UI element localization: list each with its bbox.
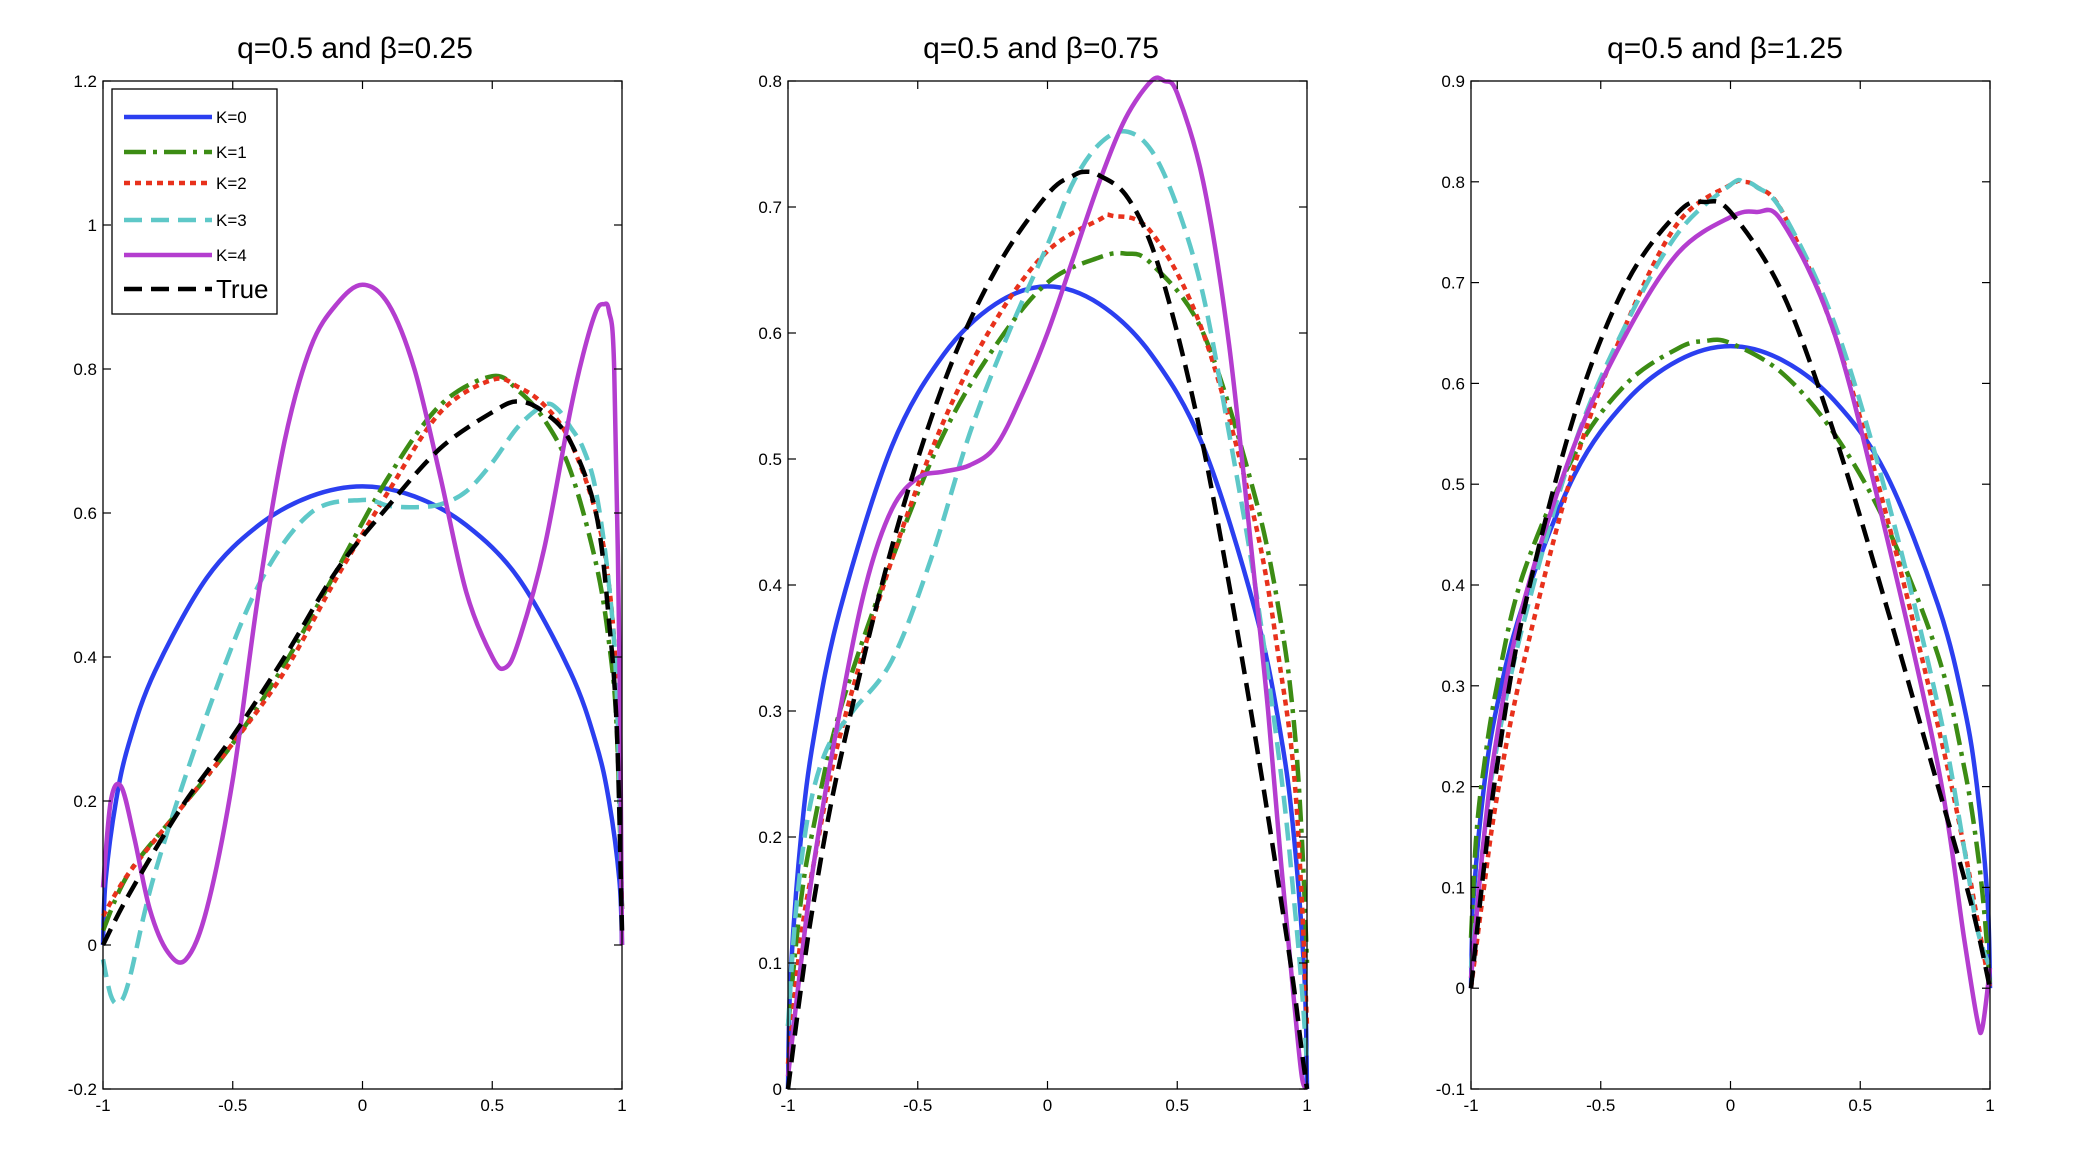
subplot-1-series [100,282,625,1006]
subplot-1-ytick-label: 0.6 [73,504,97,523]
subplot-1-xticks: -1 -0.5 0 0.5 1 [95,81,627,1115]
subplot-3-series [1468,177,1993,1036]
subplot-2-ytick-label: 0.8 [758,72,782,91]
subplot-3-ytick-label: 0.3 [1441,677,1465,696]
subplot-2-ytick-label: 0.6 [758,324,782,343]
subplot-2-xtick-label: 0 [1043,1096,1052,1115]
subplot-2-series [785,75,1310,1091]
subplot-3-xtick-label: 0 [1726,1096,1735,1115]
subplot-3-title: q=0.5 and β=1.25 [1607,32,1843,65]
subplot-3-series-true [1468,198,1993,989]
subplot-3-ytick-label: 0.2 [1441,778,1465,797]
subplot-3-series-k-4 [1468,207,1993,1036]
subplot-2-ytick-label: 0.5 [758,450,782,469]
subplot-3-ytick-label: 0.9 [1441,72,1465,91]
subplot-1-series-k-0 [100,484,625,946]
subplot-3-xtick-label: -0.5 [1586,1096,1615,1115]
legend-label-k0: K=0 [216,108,247,127]
subplot-1-title: q=0.5 and β=0.25 [237,32,473,65]
legend-label-k4: K=4 [216,246,247,265]
subplot-2-title: q=0.5 and β=0.75 [923,32,1159,65]
subplot-1-ytick-label: 0 [88,936,97,955]
subplot-2-ytick-label: 0.4 [758,576,782,595]
subplot-2-ytick-label: 0.7 [758,198,782,217]
subplot-1: q=0.5 and β=0.25 -1 -0.5 0 0.5 1 -0.2 0 0.2 0.4… [68,32,627,1115]
subplot-2-xtick-label: -1 [780,1096,795,1115]
subplot-1-ytick-label: -0.2 [68,1080,97,1099]
legend-label-k1: K=1 [216,143,247,162]
subplot-1-xtick-label: 0 [358,1096,367,1115]
subplot-2-xtick-label: -0.5 [903,1096,932,1115]
legend: K=0 K=1 K=2 K=3 K=4 True [111,88,278,315]
subplot-1-ytick-label: 0.2 [73,792,97,811]
subplot-3: q=0.5 and β=1.25 -1 -0.5 0 0.5 1 -0.1 0 0.1 0.2… [1436,32,1995,1115]
subplot-3-series-k-1 [1468,337,1993,989]
subplot-3-series-k-3 [1468,177,1993,969]
subplot-2-series-true [785,169,1310,1090]
subplot-2-ytick-label: 0.2 [758,828,782,847]
subplot-2-series-k-0 [785,284,1310,1090]
subplot-3-ytick-label: 0.5 [1441,475,1465,494]
subplot-3-ytick-label: 0.4 [1441,576,1465,595]
subplot-3-xtick-label: -1 [1463,1096,1478,1115]
subplot-1-ytick-label: 0.8 [73,360,97,379]
subplot-3-ytick-label: 0.6 [1441,374,1465,393]
subplot-1-xtick-label: 1 [617,1096,626,1115]
subplot-1-xtick-label: -1 [95,1096,110,1115]
subplot-2-series-k-4 [785,75,1310,1091]
subplot-2: q=0.5 and β=0.75 -1 -0.5 0 0.5 1 00.10.20.30… [758,32,1311,1115]
subplot-2-xticks: -1 -0.5 0 0.5 1 [780,81,1312,1115]
subplot-3-ytick-label: 0.1 [1441,878,1465,897]
subplot-3-series-k-0 [1468,343,1993,989]
subplot-1-series-k-4 [100,282,625,965]
subplot-1-ytick-label: 1.2 [73,72,97,91]
subplot-3-xtick-label: 1 [1985,1096,1994,1115]
subplot-1-series-k-3 [100,401,625,1006]
legend-box [111,88,278,315]
subplot-3-ytick-label: 0.7 [1441,274,1465,293]
subplot-1-xtick-label: -0.5 [218,1096,247,1115]
subplot-2-ytick-label: 0 [773,1080,782,1099]
subplot-1-yticks: -0.2 0 0.2 0.4 0.6 0.8 1 1.2 [68,72,622,1099]
subplot-3-xticks: -1 -0.5 0 0.5 1 [1463,81,1995,1115]
subplot-2-series-k-2 [785,212,1310,1065]
legend-label-k2: K=2 [216,174,247,193]
subplot-3-ytick-label: 0 [1456,979,1465,998]
subplot-2-series-k-3 [785,129,1310,1064]
subplot-1-ytick-label: 0.4 [73,648,97,667]
subplot-3-ytick-label: -0.1 [1436,1080,1465,1099]
subplot-2-ytick-label: 0.1 [758,954,782,973]
subplot-2-xtick-label: 1 [1302,1096,1311,1115]
subplot-1-xtick-label: 0.5 [480,1096,504,1115]
subplot-1-series-true [100,399,625,947]
subplot-1-ytick-label: 1 [88,216,97,235]
subplot-1-series-k-1 [100,373,625,932]
subplot-2-xtick-label: 0.5 [1165,1096,1189,1115]
subplot-2-ytick-label: 0.3 [758,702,782,721]
subplot-3-ytick-label: 0.8 [1441,173,1465,192]
subplot-2-yticks: 0 0.1 0.2 0.3 0.4 0.5 0.6 0.7 0.8 [758,72,1307,1099]
subplot-3-yticks: -0.1 0 0.1 0.2 0.3 0.4 0.5 0.6 0.7 0.8 0.9 [1436,72,1990,1099]
legend-label-true: True [216,274,269,304]
subplot-3-xtick-label: 0.5 [1848,1096,1872,1115]
legend-label-k3: K=3 [216,211,247,230]
